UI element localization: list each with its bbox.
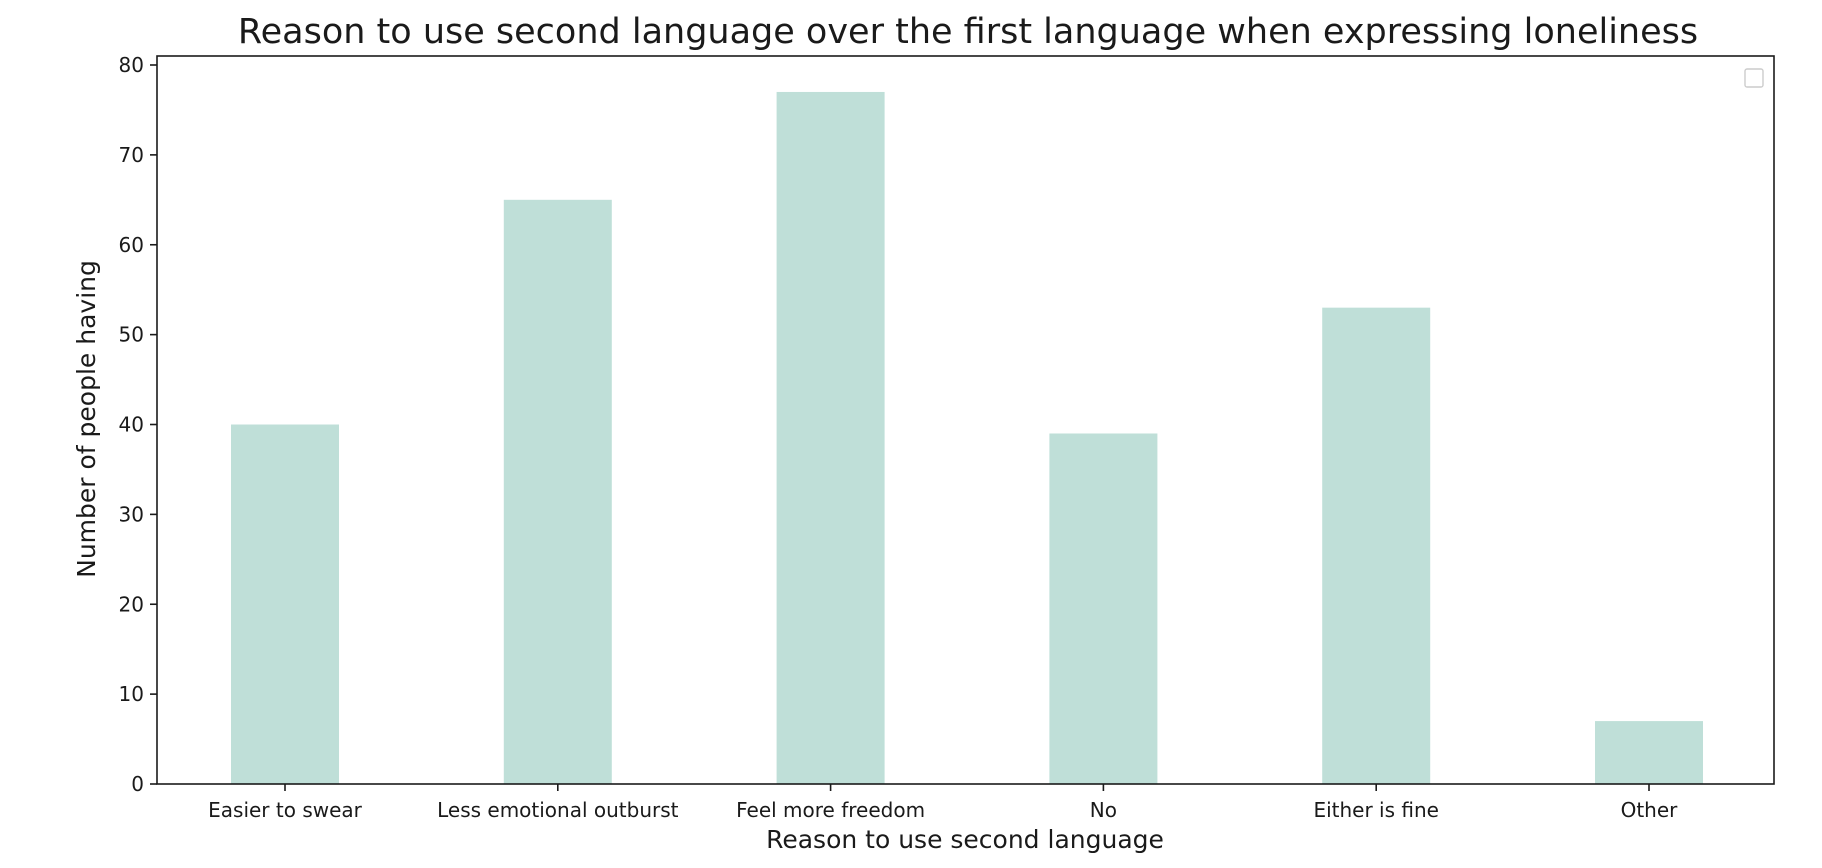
bar-0 (231, 424, 339, 784)
y-axis-label: Number of people having (72, 260, 101, 578)
y-tick-label: 50 (119, 323, 144, 347)
x-tick-label: Easier to swear (208, 798, 363, 822)
y-tick-label: 80 (119, 53, 144, 77)
x-tick-label: Either is fine (1313, 798, 1439, 822)
y-tick-label: 40 (119, 413, 144, 437)
legend-box (1744, 68, 1764, 88)
x-tick-label: Other (1621, 798, 1679, 822)
y-tick-label: 20 (119, 592, 144, 616)
bar-1 (503, 199, 612, 784)
bar-2 (776, 91, 885, 784)
bar-4 (1322, 307, 1431, 784)
bars-group (231, 91, 1703, 784)
y-tick-label: 60 (119, 233, 144, 257)
y-tick-label: 30 (119, 502, 144, 526)
plot-frame (156, 55, 1775, 785)
bar-5 (1595, 721, 1703, 784)
x-tick-label: No (1090, 798, 1117, 822)
y-tick-label: 0 (131, 772, 144, 796)
y-tick-label: 10 (119, 682, 144, 706)
x-tick-label: Feel more freedom (736, 798, 925, 822)
chart-title: Reason to use second language over the f… (238, 12, 1698, 52)
bar-3 (1049, 433, 1158, 784)
x-axis-label: Reason to use second language (766, 825, 1164, 854)
x-tick-label: Less emotional outburst (437, 798, 679, 822)
y-tick-label: 70 (119, 143, 144, 167)
y-axis: 0 10 20 30 40 50 60 70 80 (119, 53, 157, 796)
x-axis: Easier to swear Less emotional outburst Fe… (208, 784, 1678, 822)
